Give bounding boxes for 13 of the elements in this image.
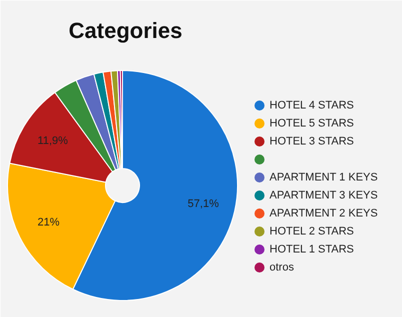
legend-label: HOTEL 5 STARS [270, 118, 354, 130]
legend-label: APARTMENT 3 KEYS [270, 190, 378, 202]
legend-label: HOTEL 1 STARS [270, 244, 354, 256]
legend-label: otros [270, 262, 294, 274]
legend-label: HOTEL 4 STARS [270, 100, 354, 112]
data-label: 57,1% [188, 198, 220, 210]
legend-label: APARTMENT 1 KEYS [270, 172, 378, 184]
data-label: 21% [37, 216, 60, 229]
legend-label: HOTEL 3 STARS [270, 136, 354, 148]
data-label: 11,9% [38, 134, 68, 147]
legend-label: APARTMENT 2 KEYS [270, 208, 378, 220]
legend-label: HOTEL 2 STARS [270, 226, 354, 238]
chart-title: Categories [68, 18, 182, 43]
